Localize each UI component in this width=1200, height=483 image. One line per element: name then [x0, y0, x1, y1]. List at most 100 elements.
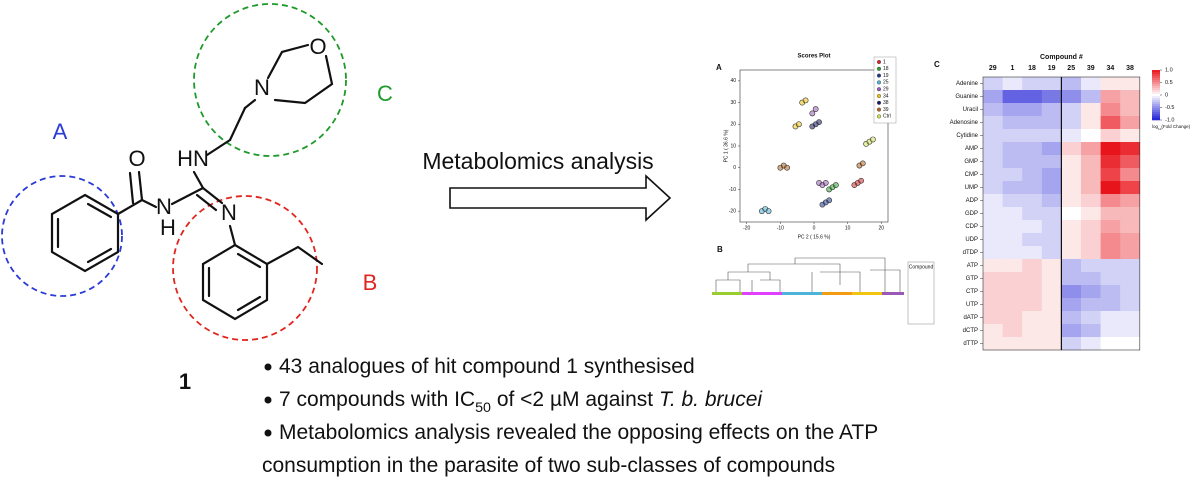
legend-marker: [877, 100, 882, 105]
heatmap-cell: [1022, 272, 1043, 286]
heatmap-cell: [1061, 272, 1082, 286]
heatmap-cell: [983, 194, 1003, 208]
text-part: of <2 µM against: [491, 388, 659, 411]
colorbar-step: [1152, 100, 1160, 103]
heatmap-cell: [1061, 168, 1082, 182]
heatmap-cell: [1120, 207, 1141, 221]
y-tick-label: 10: [730, 143, 736, 149]
atom-label: O: [309, 34, 326, 59]
compound-number: 1: [179, 369, 191, 394]
heatmap-cell: [1100, 337, 1121, 351]
colorbar-step: [1152, 84, 1160, 87]
legend-label: 38: [883, 100, 889, 106]
heatmap-cell: [1061, 298, 1082, 312]
colorbar-step: [1152, 102, 1160, 105]
heatmap-cell: [1022, 298, 1043, 312]
heatmap-cell: [1022, 246, 1043, 260]
heatmap-cell: [1081, 298, 1101, 312]
heatmap-cell: [1061, 90, 1082, 104]
molecule-bonds: [50, 43, 334, 321]
row-label: Adenine: [956, 81, 979, 87]
heatmap-cell: [1120, 181, 1141, 195]
panel-label: B: [717, 245, 723, 254]
rich-text: 7 compounds with IC50 of <2 µM against T…: [279, 388, 763, 416]
heatmap-cell: [1061, 129, 1082, 143]
heatmap-cell: [1081, 311, 1101, 325]
colorbar-step: [1152, 86, 1160, 89]
heatmap-cell: [1100, 259, 1121, 273]
heatmap-cell: [1002, 207, 1023, 221]
colorbar-step: [1152, 90, 1160, 93]
heatmap-cell: [983, 90, 1003, 104]
column-label: 34: [1107, 65, 1115, 72]
column-label: 38: [1126, 65, 1134, 72]
row-label: ADP: [966, 198, 978, 204]
heatmap-cell: [1061, 207, 1082, 221]
legend-label: Ctrl: [883, 114, 891, 120]
heatmap-cell: [1061, 194, 1082, 208]
heatmap-cell: [1022, 233, 1043, 247]
heatmap-cell: [983, 77, 1003, 91]
colorbar-step: [1152, 110, 1160, 113]
heatmap-cell: [1022, 207, 1043, 221]
y-tick-label: -20: [729, 208, 736, 214]
colorbar-step: [1152, 94, 1160, 97]
row-label: UMP: [965, 185, 978, 191]
heatmap-cell: [983, 207, 1003, 221]
x-tick-label: -10: [777, 225, 784, 231]
heatmap-cell: [1002, 129, 1023, 143]
row-label: Guanine: [955, 94, 978, 100]
text-part: 10: [1158, 127, 1162, 131]
legend-label: 25: [883, 80, 889, 86]
atom-label: N: [254, 75, 270, 100]
row-label: AMP: [965, 146, 978, 152]
heatmap-cell: [1100, 181, 1121, 195]
plot-title: Scores Plot: [797, 54, 830, 60]
panel-label: A: [716, 63, 722, 72]
scatter-point: [802, 97, 809, 104]
region-label: A: [53, 119, 68, 144]
heatmap-cell: [1100, 272, 1121, 286]
colorbar-step: [1152, 76, 1160, 79]
heatmap-cell: [1100, 311, 1121, 325]
row-label: GTP: [966, 276, 978, 282]
colorbar-step: [1152, 98, 1160, 101]
y-tick-label: 40: [730, 78, 736, 84]
heatmap-cell: [1002, 246, 1023, 260]
region-label: B: [363, 270, 378, 295]
x-tick-label: -20: [743, 225, 750, 231]
heatmap-cell: [1022, 337, 1043, 351]
colorbar-step: [1152, 106, 1160, 109]
legend-label: 29: [883, 87, 889, 93]
y-tick-label: -10: [729, 187, 736, 193]
heatmap-cell: [1022, 259, 1043, 273]
column-label: 25: [1067, 65, 1075, 72]
dendrogram-color-bar: [852, 292, 882, 295]
heatmap-cell: [1120, 220, 1141, 234]
heatmap-cell: [1081, 103, 1101, 117]
heatmap-cell: [1120, 272, 1141, 286]
heatmap-cell: [983, 181, 1003, 195]
column-label: 1: [1010, 65, 1014, 72]
heatmap-cell: [1002, 103, 1023, 117]
text-part: (Fold Change): [1161, 124, 1190, 129]
heatmap-cell: [1041, 220, 1062, 234]
heatmap-cell: [1041, 194, 1062, 208]
heatmap-cell: [1022, 194, 1043, 208]
legend-label: 18: [883, 66, 889, 72]
row-label: dATP: [963, 315, 978, 321]
heatmap-cell: [1081, 116, 1101, 130]
heatmap-cell: [983, 285, 1003, 299]
region-c-circle: [193, 3, 347, 157]
colorbar-step: [1152, 82, 1160, 85]
heatmap-cell: [1081, 285, 1101, 299]
region-b-circle: [172, 195, 318, 341]
heatmap-cell: [1081, 155, 1101, 169]
heatmap-cell: [1120, 246, 1141, 260]
scatter-point: [822, 180, 829, 186]
heatmap-cell: [1100, 298, 1121, 312]
heatmap-cell: [1041, 116, 1062, 130]
row-label: dCTP: [963, 328, 978, 334]
row-label: UTP: [966, 302, 978, 308]
heatmap-cell: [1081, 90, 1101, 104]
